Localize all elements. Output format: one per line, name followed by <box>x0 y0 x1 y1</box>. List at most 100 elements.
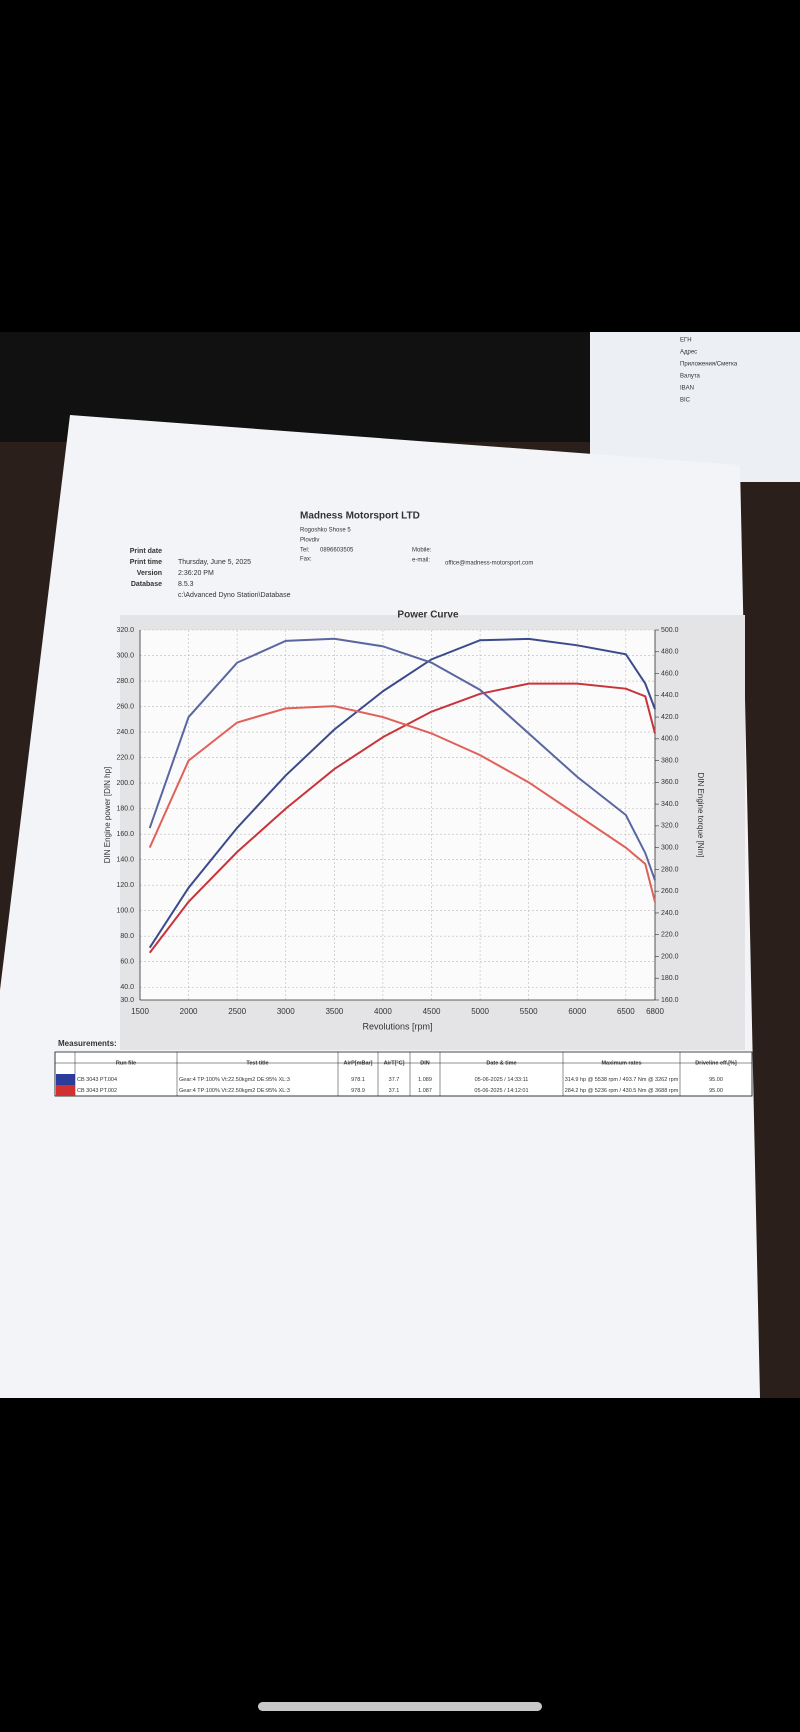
info-label: Database <box>131 581 162 588</box>
y2-tick-label: 460.0 <box>661 670 679 677</box>
y-tick-label: 320.0 <box>116 627 134 634</box>
x-axis-label: Revolutions [rpm] <box>362 1021 432 1031</box>
x-tick-label: 6500 <box>617 1007 635 1016</box>
info-value: c:\Advanced Dyno Station\Database <box>178 592 291 599</box>
x-tick-label: 3000 <box>277 1007 295 1016</box>
plot-area <box>140 630 655 1000</box>
y2-tick-label: 200.0 <box>661 953 679 960</box>
y2-tick-label: 220.0 <box>661 932 679 939</box>
y-tick-label: 280.0 <box>116 678 134 685</box>
y2-tick-label: 300.0 <box>661 844 679 851</box>
background-text: IBAN <box>680 386 694 392</box>
table-cell: 95.00 <box>709 1088 723 1094</box>
measurements-title: Measurements: <box>58 1039 117 1048</box>
table-cell: 1.089 <box>418 1077 432 1083</box>
y2-tick-label: 420.0 <box>661 714 679 721</box>
y2-tick-label: 320.0 <box>661 823 679 830</box>
y-tick-label: 240.0 <box>116 729 134 736</box>
x-tick-label: 4500 <box>423 1007 441 1016</box>
y-tick-label: 100.0 <box>116 908 134 915</box>
column-header: Test title <box>246 1060 268 1066</box>
table-cell: 37.1 <box>389 1088 400 1094</box>
background-text: BIC <box>680 398 691 404</box>
y-tick-label: 80.0 <box>120 933 134 940</box>
email-label: e-mail: <box>412 558 430 564</box>
column-header: Maximum rates <box>601 1060 641 1066</box>
x-tick-label: 2000 <box>180 1007 198 1016</box>
y2-tick-label: 340.0 <box>661 801 679 808</box>
column-header: AirP[mBar] <box>343 1060 372 1066</box>
x-tick-label: 5500 <box>520 1007 538 1016</box>
y-tick-label: 220.0 <box>116 754 134 761</box>
series-line <box>148 637 656 881</box>
y2-tick-label: 380.0 <box>661 757 679 764</box>
series-line <box>148 682 656 954</box>
background-text: ЕГН <box>680 338 692 344</box>
fax-label: Fax: <box>300 557 312 563</box>
y-tick-label: 200.0 <box>116 780 134 787</box>
info-value: 8.5.3 <box>178 581 194 588</box>
info-label: Version <box>137 570 162 577</box>
y2-tick-label: 360.0 <box>661 779 679 786</box>
y-tick-label: 260.0 <box>116 703 134 710</box>
y-tick-label: 120.0 <box>116 882 134 889</box>
info-value: Thursday, June 5, 2025 <box>178 559 251 566</box>
y-tick-label: 180.0 <box>116 805 134 812</box>
y2-tick-label: 180.0 <box>661 975 679 982</box>
run-swatch <box>56 1085 75 1096</box>
y-tick-label: 60.0 <box>120 959 134 966</box>
x-tick-label: 4000 <box>374 1007 392 1016</box>
table-cell: 978.1 <box>351 1077 365 1083</box>
x-tick-label: 1500 <box>131 1007 149 1016</box>
table-cell: CB 3043 PT.004 <box>77 1077 117 1083</box>
y-tick-label: 30.0 <box>120 997 134 1004</box>
column-header: AirT[°C] <box>384 1060 405 1066</box>
y-axis-label: DIN Engine power [DIN hp] <box>103 767 112 864</box>
background-text: Адрес <box>680 350 697 356</box>
tel-label: Tel: <box>300 548 310 554</box>
info-value: 2:36:20 PM <box>178 570 214 577</box>
table-cell: 284.2 hp @ 5236 rpm / 430.5 Nm @ 3688 rp… <box>565 1088 679 1094</box>
column-header: Driveline eff.[%] <box>695 1060 737 1066</box>
table-cell: 05-06-2025 / 14:33:11 <box>475 1077 529 1083</box>
table-cell: 978.9 <box>351 1088 365 1094</box>
y-tick-label: 40.0 <box>120 984 134 991</box>
column-header: DIN <box>420 1060 430 1066</box>
email: office@madness-motorsport.com <box>445 561 533 567</box>
table-cell: 37.7 <box>389 1077 400 1083</box>
table-cell: CB 3043 PT.002 <box>77 1088 117 1094</box>
background-text: Валута <box>680 374 701 380</box>
run-swatch <box>56 1074 75 1085</box>
table-cell: 1.087 <box>418 1088 432 1094</box>
table-cell: 314.9 hp @ 5538 rpm / 493.7 Nm @ 3262 rp… <box>565 1077 679 1083</box>
y2-axis-label: DIN Engine torque [Nm] <box>696 773 705 858</box>
series-line <box>148 705 656 903</box>
table-frame <box>54 1051 753 1097</box>
table-cell: Gear:4 TP:100% Vt:22.50kgm2 DE:95% XL:3 <box>179 1077 290 1083</box>
column-header: Date & time <box>486 1060 516 1066</box>
y-tick-label: 300.0 <box>116 652 134 659</box>
home-indicator <box>258 1702 542 1711</box>
y2-tick-label: 260.0 <box>661 888 679 895</box>
x-tick-label: 5000 <box>471 1007 489 1016</box>
mobile-label: Mobile: <box>412 548 432 554</box>
table-cell: 05-06-2025 / 14:12:01 <box>474 1088 528 1094</box>
y2-tick-label: 500.0 <box>661 627 679 634</box>
y2-tick-label: 440.0 <box>661 692 679 699</box>
table-cell: Gear:4 TP:100% Vt:22.50kgm2 DE:95% XL:3 <box>179 1088 290 1094</box>
y2-tick-label: 480.0 <box>661 649 679 656</box>
x-tick-label: 6800 <box>646 1007 664 1016</box>
info-label: Print time <box>130 559 162 566</box>
y2-tick-label: 280.0 <box>661 866 679 873</box>
y2-tick-label: 160.0 <box>661 997 679 1004</box>
info-label: Print date <box>130 548 162 555</box>
column-header: Run file <box>116 1060 136 1066</box>
series-line <box>148 637 656 949</box>
x-tick-label: 6000 <box>568 1007 586 1016</box>
table-cell: 95.00 <box>709 1077 723 1083</box>
y2-tick-label: 240.0 <box>661 910 679 917</box>
company-name: Madness Motorsport LTD <box>300 511 420 522</box>
chart-title: Power Curve <box>397 610 459 621</box>
